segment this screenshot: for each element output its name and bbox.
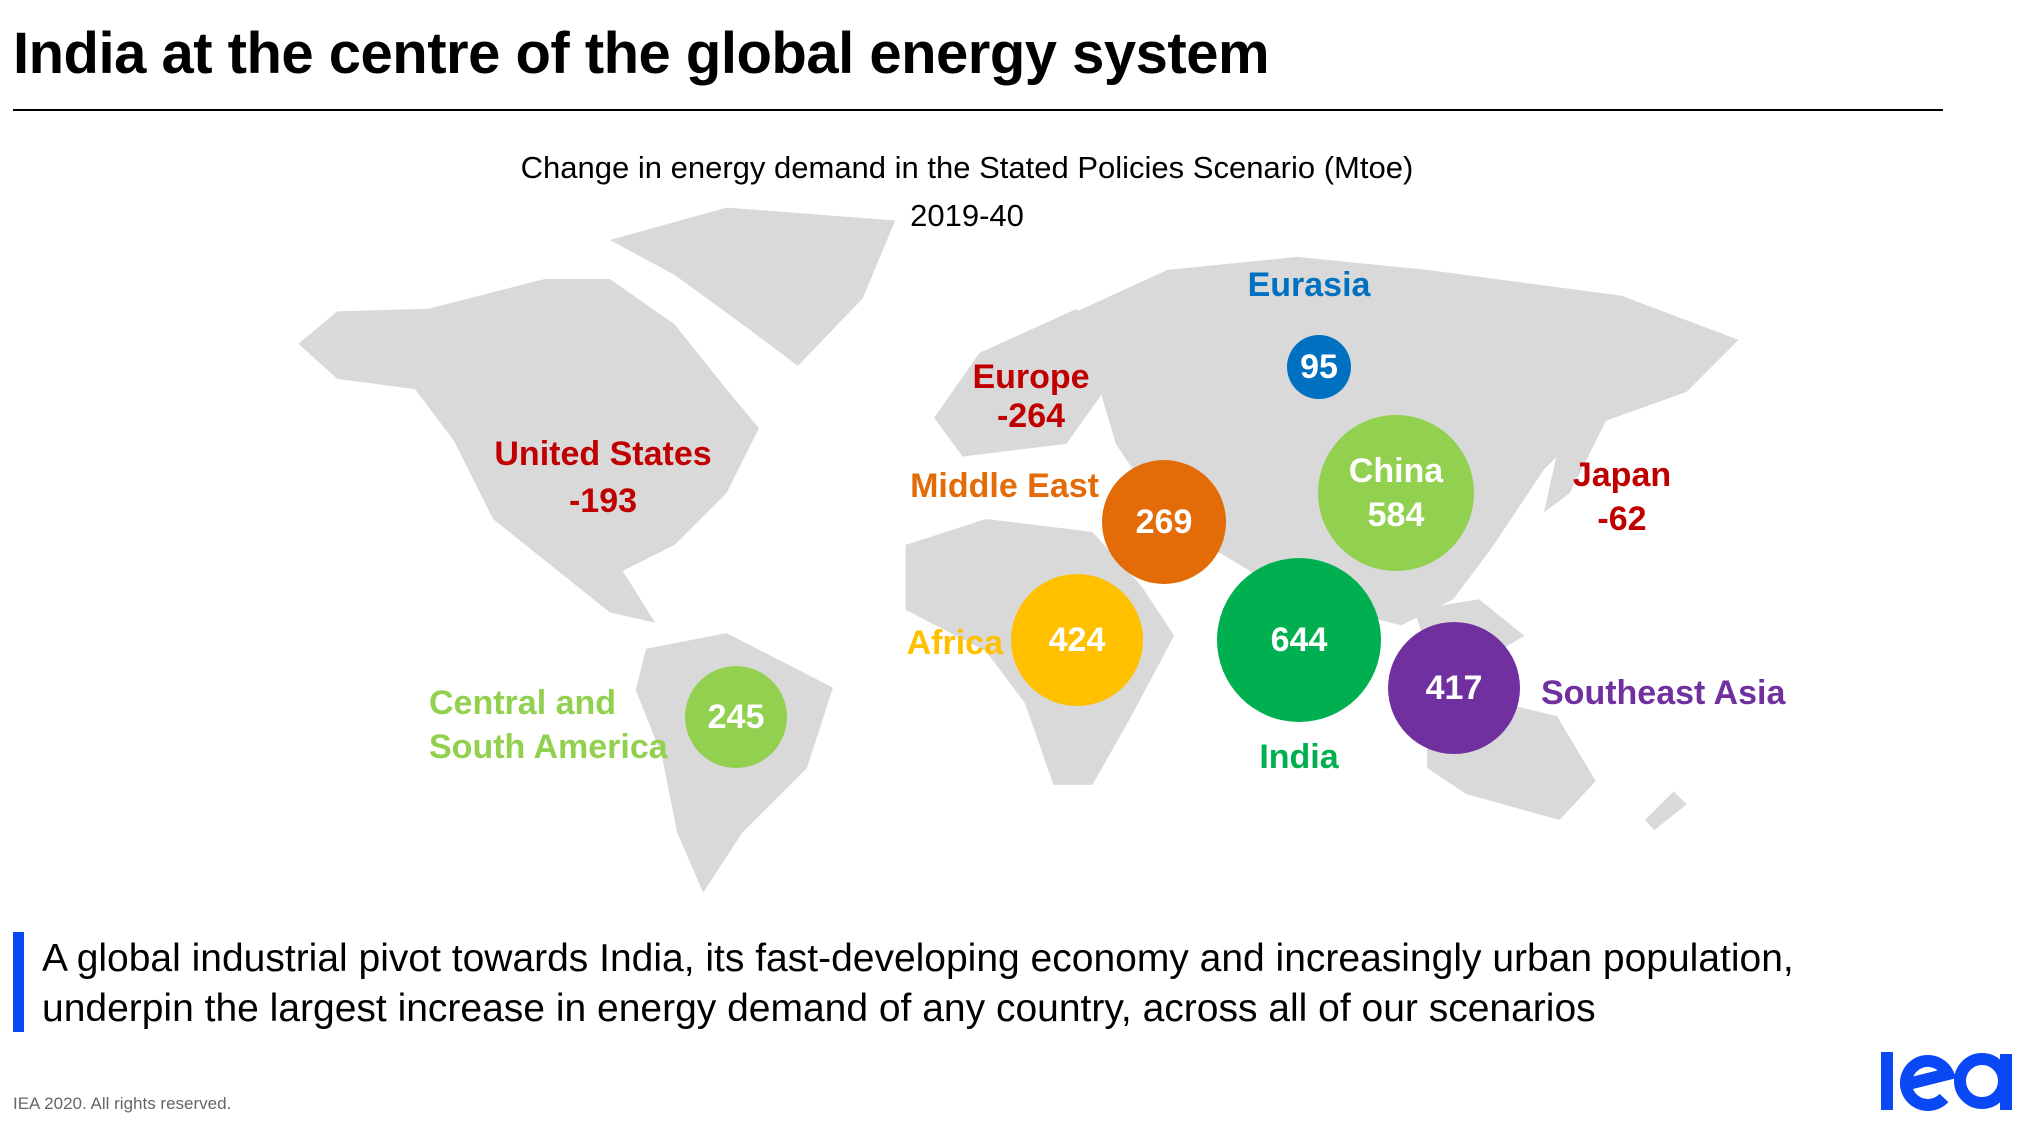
value-united-states: -193 (568, 482, 638, 520)
bubble-value: 424 (1048, 620, 1106, 659)
bubble-value: 644 (1270, 620, 1328, 659)
bubble-southeast-asia: 417 (1388, 622, 1520, 754)
copyright: IEA 2020. All rights reserved. (13, 1094, 232, 1113)
label-japan: Japan (1572, 456, 1672, 494)
value-europe: -264 (996, 397, 1066, 435)
label-eurasia: Eurasia (1247, 266, 1371, 304)
bubble-value: 269 (1135, 502, 1193, 541)
europe-shape (934, 308, 1106, 457)
title-divider (13, 109, 1943, 111)
label-united-states: United States (494, 435, 712, 473)
value-japan: -62 (1597, 500, 1647, 538)
bubble-china: China 584 (1318, 415, 1474, 571)
bubble-value: 95 (1300, 347, 1338, 386)
bubble-india: 644 (1217, 558, 1381, 722)
label-europe: Europe (972, 358, 1090, 396)
new-zealand-shape (1645, 791, 1687, 831)
bubble-value: 584 (1367, 496, 1425, 534)
key-message-line-2: underpin the largest increase in energy … (42, 987, 1596, 1030)
label-africa: Africa (906, 624, 1003, 662)
iea-logo (1881, 1052, 2012, 1111)
label-india: India (1259, 738, 1339, 776)
bubble-value: 245 (707, 697, 765, 736)
north-america-shape (298, 278, 759, 623)
bubble-value: 417 (1425, 668, 1483, 707)
chart-title: Change in energy demand in the Stated Po… (520, 150, 1414, 185)
chart-subtitle: 2019-40 (910, 198, 1024, 233)
label-central-south-america-2: South America (429, 728, 668, 766)
bubble-africa: 424 (1011, 574, 1143, 706)
bubble-eurasia: 95 (1287, 335, 1351, 399)
bubble-label: China (1348, 451, 1444, 490)
page-title: India at the centre of the global energy… (13, 21, 1270, 86)
label-middle-east: Middle East (910, 467, 1099, 505)
bubble-central-south-america: 245 (685, 666, 787, 768)
label-central-south-america-1: Central and (429, 684, 617, 722)
bubble-middle-east: 269 (1102, 460, 1226, 584)
message-accent-bar (13, 932, 24, 1032)
key-message-line-1: A global industrial pivot towards India,… (42, 937, 1794, 980)
greenland-shape (609, 207, 896, 366)
japan-shape (1543, 389, 1609, 513)
label-southeast-asia: Southeast Asia (1541, 674, 1786, 712)
